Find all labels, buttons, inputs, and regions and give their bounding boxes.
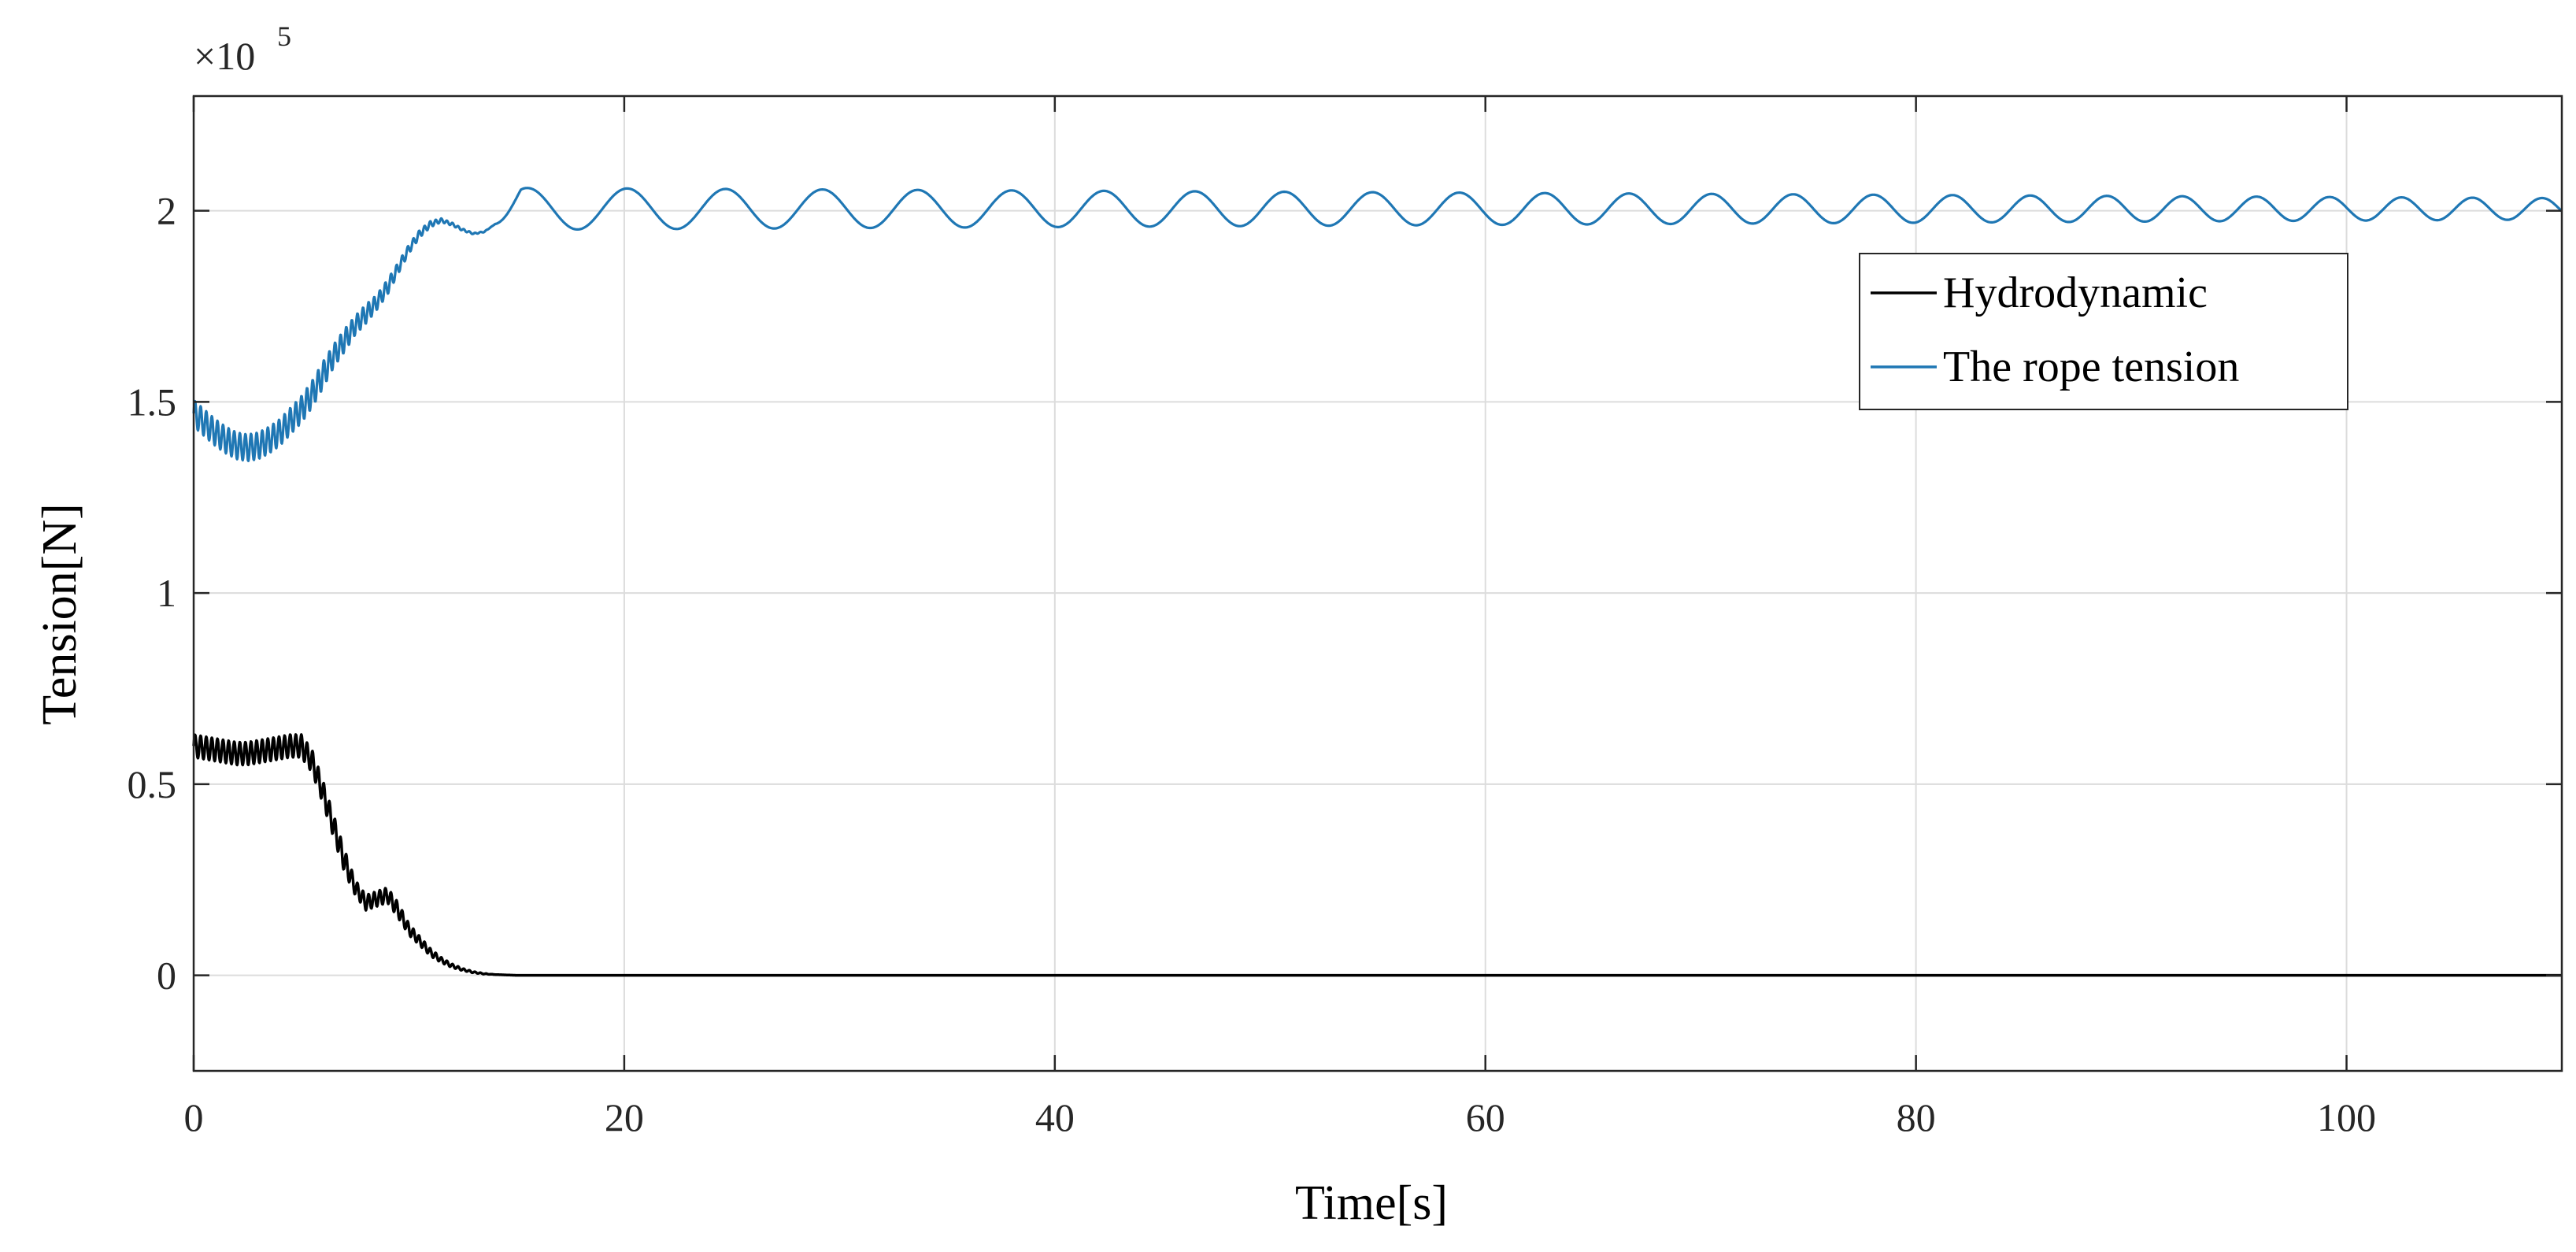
y-tick-label: 0.5 <box>128 762 177 806</box>
legend: Hydrodynamic The rope tension <box>1859 253 2348 410</box>
y-tick-label: 0 <box>157 954 176 998</box>
series-line-the-rope-tension <box>192 187 2563 462</box>
y-tick-label: 2 <box>157 189 176 233</box>
y-axis-multiplier: ×10 5 <box>194 20 291 78</box>
x-tick-label: 60 <box>1466 1095 1505 1139</box>
legend-box <box>1859 253 2348 410</box>
y-tick-label: 1 <box>157 571 176 615</box>
y-tick-label: 1.5 <box>128 380 177 424</box>
y-axis-multiplier-base: ×10 <box>194 34 255 78</box>
data-series <box>192 187 2563 977</box>
y-axis-title: Tension[N] <box>33 503 87 724</box>
x-tick-label: 80 <box>1897 1095 1936 1139</box>
legend-label-rope-tension: The rope tension <box>1943 343 2239 391</box>
series-line-hydrodynamic <box>192 733 2563 977</box>
axis-ticks: 0 20 40 60 80 100 0 0.5 1 1.5 2 <box>128 96 2562 1139</box>
plot-area-frame <box>192 94 2563 1072</box>
x-axis-title: Time[s] <box>1295 1176 1448 1230</box>
y-axis-multiplier-exponent: 5 <box>277 20 291 52</box>
legend-label-hydrodynamic: Hydrodynamic <box>1943 269 2208 317</box>
x-tick-label: 100 <box>2317 1095 2376 1139</box>
x-tick-label: 0 <box>184 1095 204 1139</box>
x-tick-label: 20 <box>605 1095 644 1139</box>
x-tick-label: 40 <box>1035 1095 1075 1139</box>
